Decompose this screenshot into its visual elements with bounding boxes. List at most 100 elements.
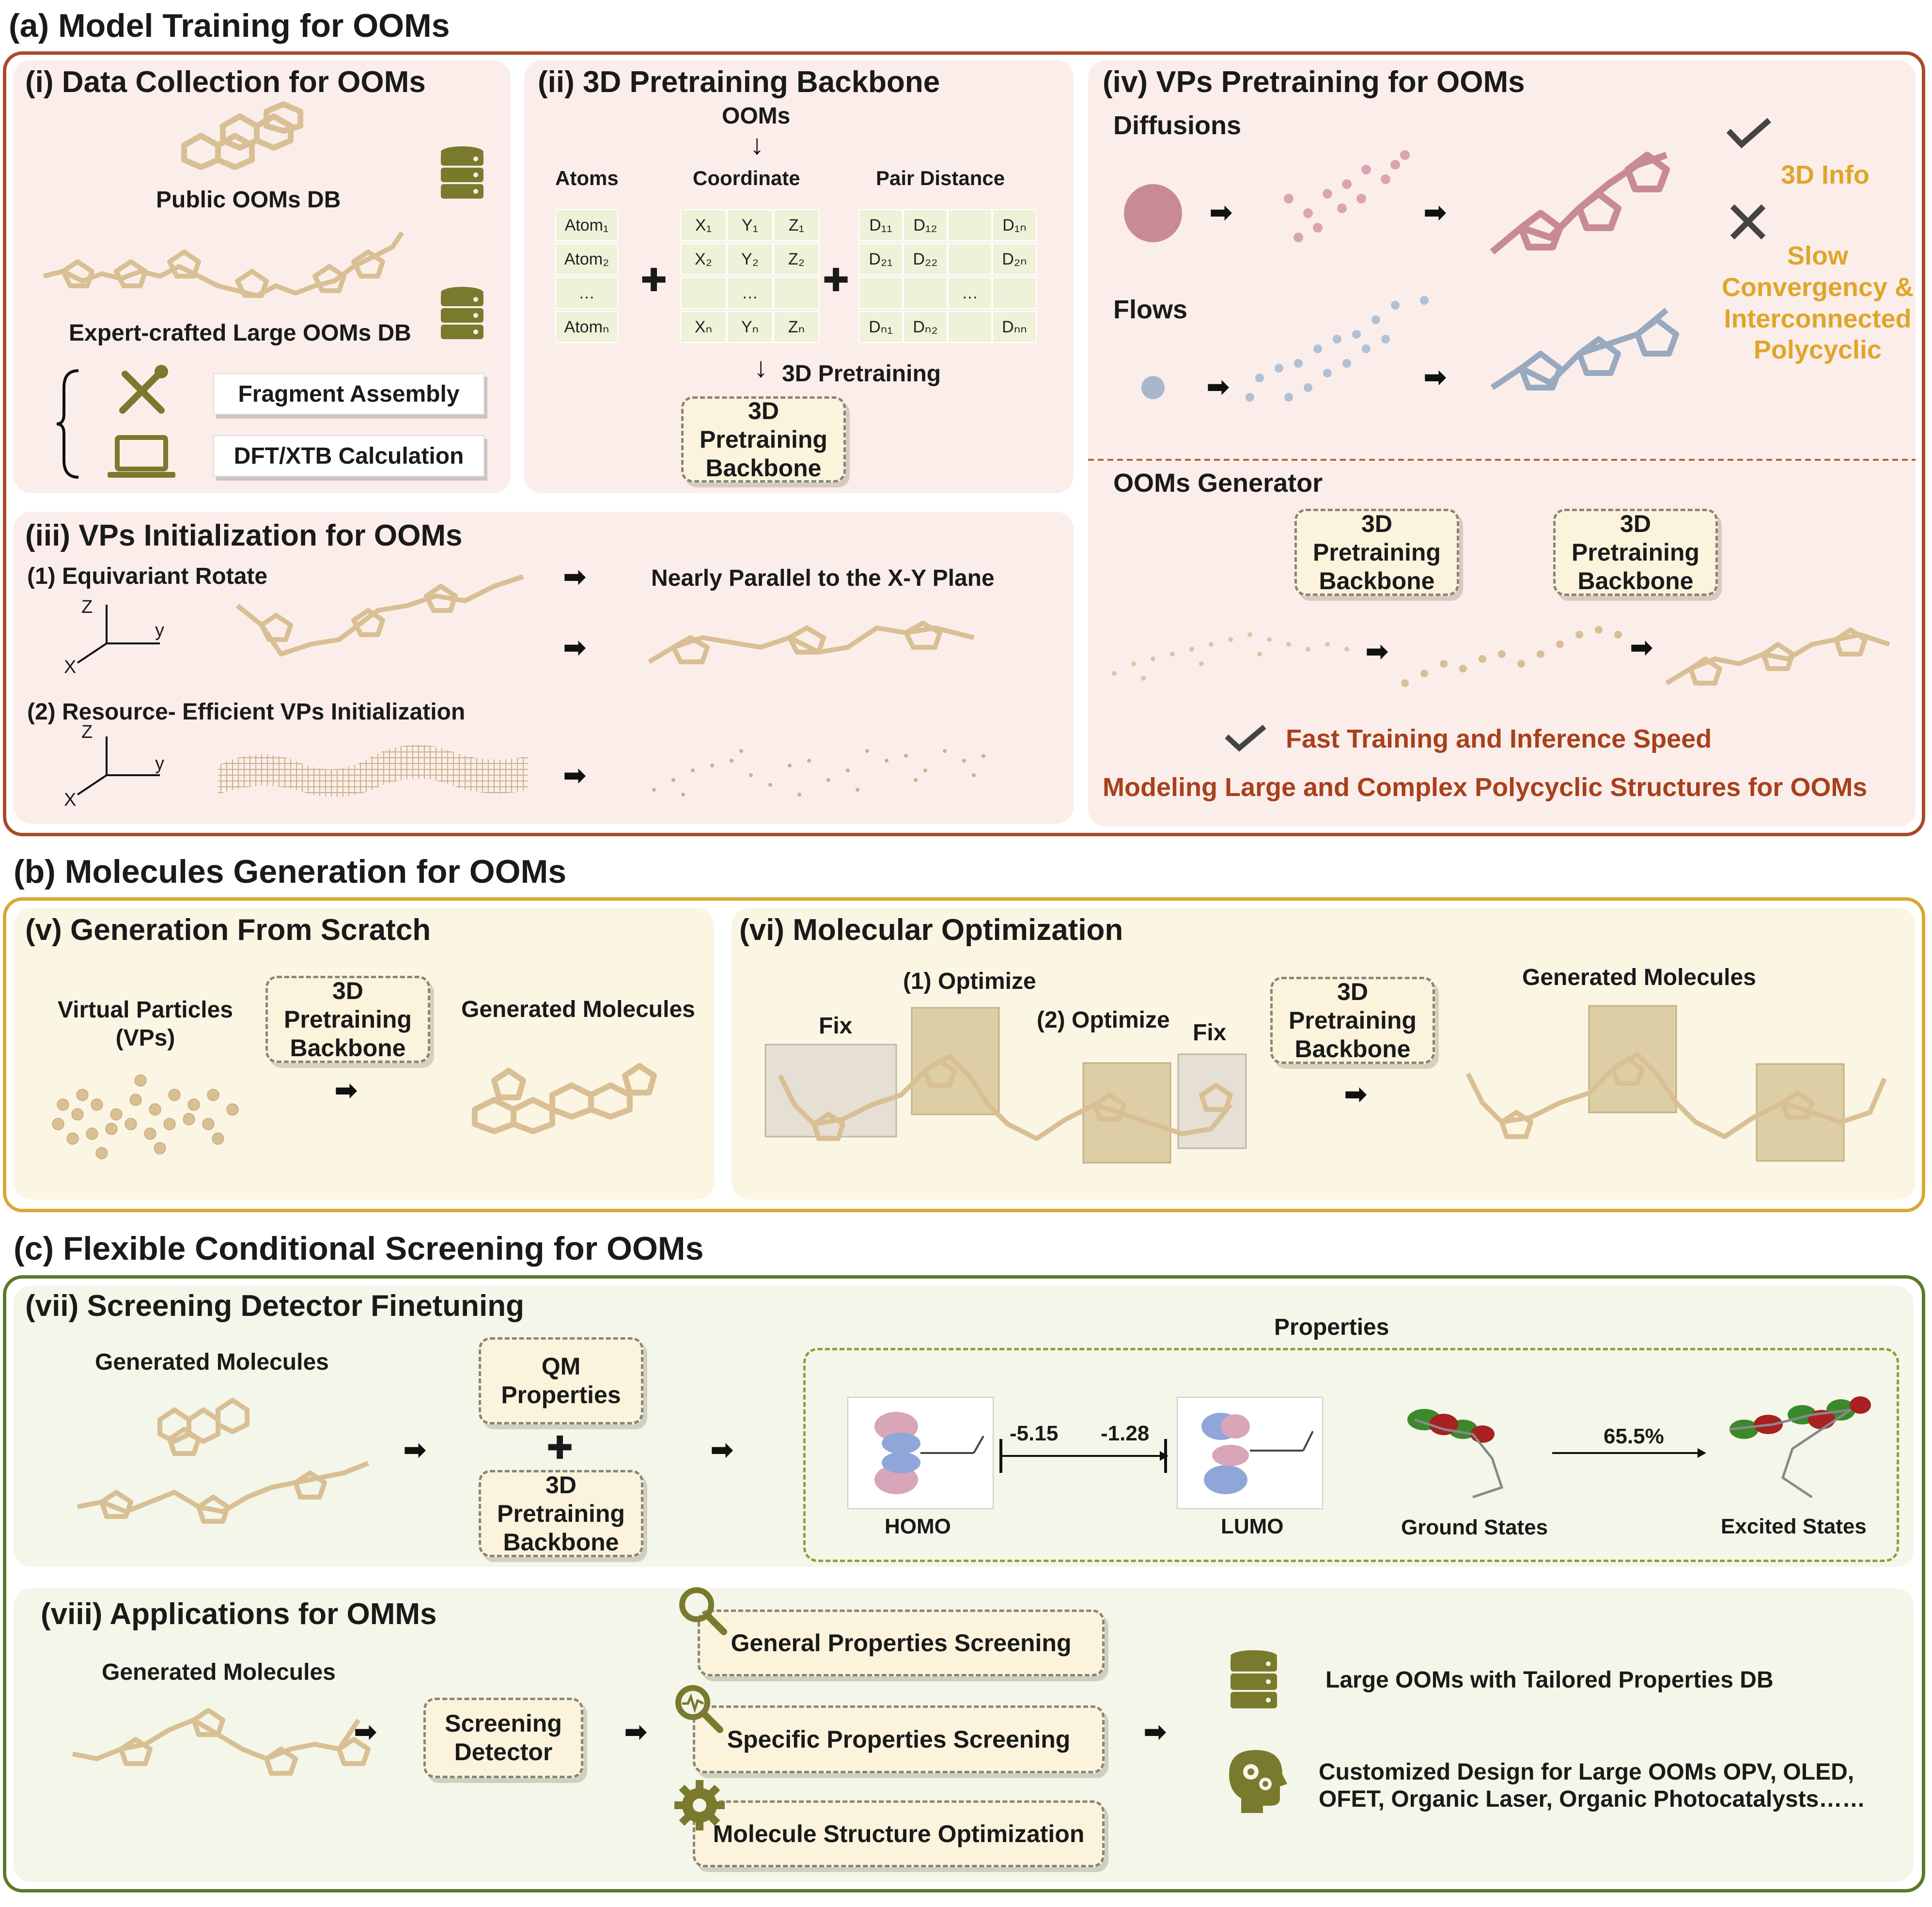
screening-detector-box: Screening Detector: [423, 1698, 583, 1778]
grid-particles-image: [218, 745, 528, 797]
info-label: 3D Info: [1781, 160, 1870, 189]
dist-cell: [903, 277, 948, 309]
ooms-label: OOMs: [722, 103, 791, 129]
right-arrow: ➡: [1423, 361, 1447, 393]
dist-cell: D₂₁: [858, 243, 903, 275]
cross-icon: [1730, 204, 1766, 240]
excitation-arrow: [1552, 1448, 1706, 1458]
database-icon: [441, 287, 483, 339]
axis-z: Z: [81, 597, 93, 617]
vps-cloud-image: [52, 1074, 239, 1159]
right-arrow: ➡: [354, 1716, 377, 1748]
lumo-value: -1.28: [1101, 1422, 1150, 1445]
rotated-molecule-image: [235, 574, 524, 657]
section-c-title: (c) Flexible Conditional Screening for O…: [14, 1230, 704, 1267]
coord-cell: X₁: [680, 209, 727, 241]
diffusion-sequence-image: [1124, 150, 1670, 255]
general-screening-box[interactable]: General Properties Screening: [698, 1610, 1105, 1676]
dist-cell: D₂ₙ: [992, 243, 1037, 275]
ground-states-label: Ground States: [1401, 1516, 1548, 1539]
check-icon: [1225, 724, 1266, 752]
plus-sign: ✚: [640, 262, 668, 298]
excited-states-label: Excited States: [1721, 1515, 1867, 1538]
right-arrow: ➡: [1423, 197, 1447, 228]
down-arrow: ↓: [754, 352, 768, 383]
coord-cell: Zₙ: [773, 311, 820, 343]
optimize2-label: (2) Optimize: [1037, 1007, 1170, 1033]
structure-optimization-box[interactable]: Molecule Structure Optimization: [693, 1800, 1105, 1867]
applications-molecule-image: [72, 1708, 371, 1776]
database-icon: [1231, 1650, 1277, 1708]
right-arrow: ➡: [1365, 636, 1389, 667]
generated-molecules-label: Generated Molecules: [1522, 965, 1756, 990]
dist-cell: [858, 277, 903, 309]
right-arrow: ➡: [710, 1434, 734, 1466]
panel-ii-title: (ii) 3D Pretraining Backbone: [538, 65, 940, 99]
coord-cell: Z₁: [773, 209, 820, 241]
panel-vps-pretraining: [1088, 60, 1916, 827]
custom-design-line1: Customized Design for Large OOMs OPV, OL…: [1319, 1759, 1854, 1785]
coord-cell: Z₂: [773, 243, 820, 275]
nearly-parallel-label: Nearly Parallel to the X-Y Plane: [651, 565, 995, 591]
panel-vps-initialization: [14, 512, 1074, 824]
energy-gap-arrow: [999, 1439, 1169, 1473]
atom-cell: Atomₙ: [555, 311, 618, 343]
slow-convergency-label: Slow Convergency & Interconnected Polycy…: [1721, 241, 1914, 365]
backbone-box-vi: 3D Pretraining Backbone: [1270, 977, 1435, 1064]
homo-value: -5.15: [1010, 1422, 1059, 1445]
properties-frame: [803, 1348, 1899, 1562]
plus-sign: ✚: [823, 262, 850, 298]
atom-cell: Atom₂: [555, 243, 618, 275]
section-b-frame: [3, 897, 1925, 1212]
right-arrow: ➡: [1206, 371, 1230, 403]
optimize1-label: (1) Optimize: [903, 969, 1036, 994]
fix-label: Fix: [819, 1013, 853, 1039]
optimized-molecule-image: [1465, 1005, 1887, 1162]
parallel-molecule-image: [648, 621, 975, 664]
flow-sequence-image: [1141, 296, 1679, 402]
ground-state-image: [1407, 1409, 1504, 1499]
dist-cell: D₁₁: [858, 209, 903, 241]
coord-cell: [773, 277, 820, 309]
step-rotate: (1) Equivariant Rotate: [27, 563, 268, 589]
generation-sequence-image: [1112, 626, 1890, 687]
right-arrow: ➡: [403, 1434, 427, 1466]
coord-cell: X₂: [680, 243, 727, 275]
brain-gear-icon: [1229, 1750, 1287, 1813]
dist-cell: Dₙₙ: [992, 311, 1037, 343]
coord-cell: [680, 277, 727, 309]
atoms-header: Atoms: [555, 167, 619, 189]
right-arrow: ➡: [1143, 1716, 1167, 1748]
laptop-icon: [108, 435, 175, 478]
coord-cell: Xₙ: [680, 311, 727, 343]
coord-cell: Y₁: [727, 209, 773, 241]
modeling-label: Modeling Large and Complex Polycyclic St…: [1103, 773, 1868, 802]
coordinate-header: Coordinate: [693, 167, 800, 189]
right-arrow: ➡: [624, 1716, 648, 1748]
backbone-box-vii: 3D Pretraining Backbone: [479, 1470, 643, 1557]
specific-screening-box[interactable]: Specific Properties Screening: [693, 1705, 1105, 1773]
generated-molecules-label: Generated Molecules: [102, 1659, 336, 1685]
right-arrow: ➡: [1344, 1079, 1368, 1110]
lumo-label: LUMO: [1221, 1515, 1284, 1538]
qm-properties-box: QM Properties: [479, 1337, 643, 1424]
backbone-box-ii: 3D Pretraining Backbone: [681, 396, 846, 483]
right-arrow: ➡: [563, 760, 587, 791]
coord-cell: …: [727, 277, 773, 309]
plus-sign: ✚: [546, 1430, 574, 1466]
generated-molecules-image: [77, 1398, 369, 1524]
dist-cell: D₁ₙ: [992, 209, 1037, 241]
down-arrow: ↓: [750, 129, 764, 160]
panel-vi-title: (vi) Molecular Optimization: [739, 913, 1123, 947]
backbone-box-v: 3D Pretraining Backbone: [265, 976, 430, 1063]
homo-label: HOMO: [885, 1515, 951, 1538]
expert-db-label: Expert-crafted Large OOMs DB: [69, 320, 411, 346]
backbone-box-gen1: 3D Pretraining Backbone: [1294, 509, 1459, 596]
section-b-title: (b) Molecules Generation for OOMs: [14, 853, 567, 890]
vps-label: Virtual Particles (VPs): [58, 997, 233, 1051]
diffusions-label: Diffusions: [1113, 111, 1241, 140]
panel-i-title: (i) Data Collection for OOMs: [25, 65, 426, 99]
dist-cell: [948, 209, 992, 241]
dist-cell: Dₙ₂: [903, 311, 948, 343]
right-arrow: ➡: [563, 632, 587, 663]
